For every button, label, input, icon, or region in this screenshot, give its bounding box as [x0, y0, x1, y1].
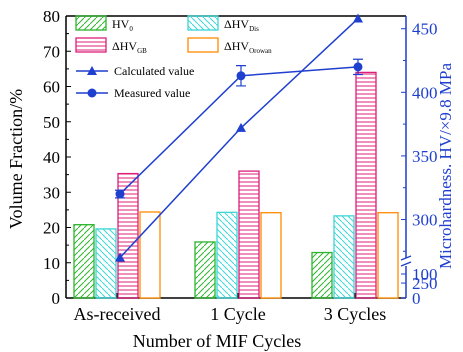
- bar: [333, 215, 355, 299]
- y2-tick-label: 350: [412, 147, 438, 166]
- bar: [311, 251, 333, 299]
- legend-label: ΔHVGB: [112, 39, 147, 55]
- legend-swatch: [187, 37, 219, 53]
- bar: [355, 71, 377, 299]
- y2-axis-label: Microhardness. HV/×9.8 MPa: [436, 63, 455, 269]
- y-tick-label: 70: [43, 42, 60, 61]
- y-tick-label: 10: [43, 254, 60, 273]
- legend-circle-marker: [87, 88, 97, 98]
- x-tick-label: 1 Cycle: [210, 304, 266, 324]
- legend: HV0 ΔHVDis ΔHVGB ΔHVOrowan Calculated value M…: [75, 15, 272, 100]
- x-axis-label: Number of MIF Cycles: [133, 331, 301, 351]
- bar: [73, 224, 95, 299]
- bar: [95, 228, 117, 299]
- triangle-marker: [115, 252, 125, 262]
- x-tick-label: As-received: [74, 304, 161, 324]
- legend-label: Calculated value: [114, 64, 194, 78]
- y2-tick-label: 100: [412, 265, 438, 284]
- bar: [139, 211, 161, 299]
- y-tick-label: 60: [43, 78, 60, 97]
- legend-label: HV0: [112, 17, 133, 33]
- y2-tick-label: 400: [412, 83, 438, 102]
- legend-label: ΔHVOrowan: [224, 39, 272, 55]
- y-tick-label: 40: [43, 148, 60, 167]
- y2-tick-label: 300: [412, 210, 438, 229]
- bar-layer: [73, 71, 399, 299]
- y-tick-label: 0: [52, 289, 61, 308]
- legend-label: ΔHVDis: [224, 17, 259, 33]
- circle-marker: [236, 71, 246, 81]
- y2-axis-break-mark: [400, 255, 412, 267]
- legend-label: Measured value: [114, 86, 190, 100]
- bar: [260, 212, 282, 299]
- bar: [194, 241, 216, 299]
- line-layer: [115, 13, 363, 262]
- bar: [117, 172, 139, 299]
- bar: [216, 211, 238, 299]
- y-tick-label: 50: [43, 113, 60, 132]
- legend-swatch: [75, 37, 107, 53]
- y-axis-label: Volume Fraction/%: [6, 89, 26, 229]
- legend-swatch: [187, 15, 219, 31]
- y2-tick-label: 450: [412, 20, 438, 39]
- y-tick-label: 30: [43, 183, 60, 202]
- legend-swatch: [75, 15, 107, 31]
- circle-marker: [353, 62, 363, 72]
- y-tick-label: 20: [43, 219, 60, 238]
- bar: [238, 170, 260, 299]
- bar: [377, 212, 399, 299]
- y2-tick-label: 0: [412, 289, 421, 308]
- triangle-marker: [353, 13, 363, 23]
- y2-tick-label: 250: [412, 274, 438, 293]
- y-tick-label: 80: [43, 7, 60, 26]
- triangle-marker: [236, 122, 246, 132]
- x-tick-label: 3 Cycles: [324, 304, 387, 324]
- legend-triangle-marker: [87, 66, 97, 75]
- circle-marker: [115, 189, 125, 199]
